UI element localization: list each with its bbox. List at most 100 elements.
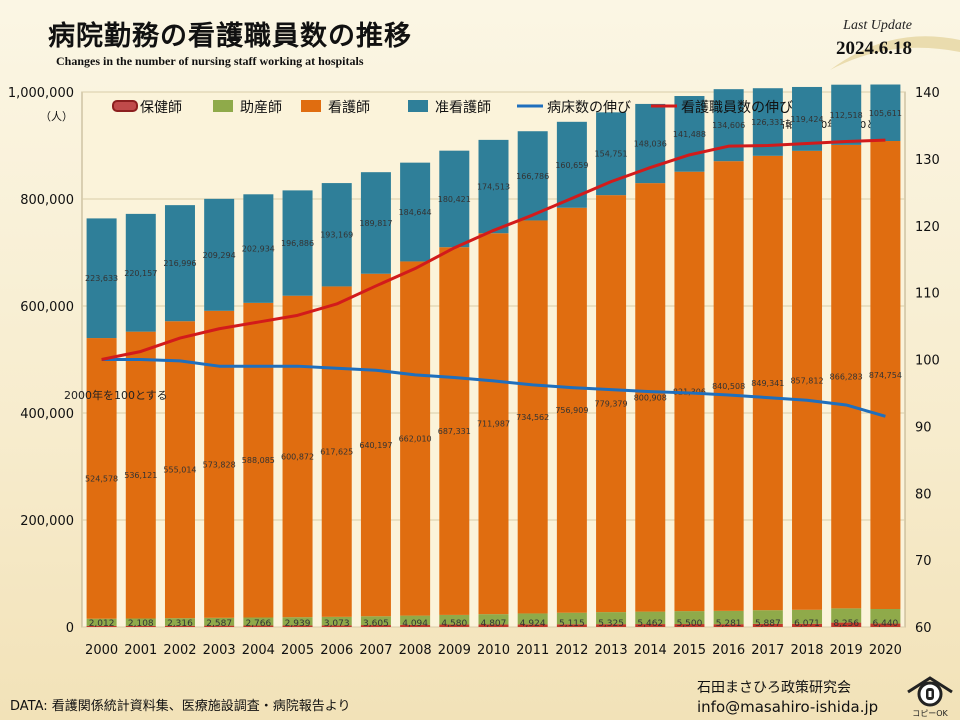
x-tick-label: 2000 [85,643,118,658]
label-hokenshi: 2,939 [285,619,311,629]
label-junkangoshi: 189,817 [359,219,392,228]
bar-准看護師 [282,190,313,296]
bar-看護師 [282,295,313,618]
right-tick-label: 80 [915,487,932,502]
label-kangoshi: 849,341 [751,379,784,388]
copy-ok-text: コピーOK [912,709,948,718]
x-tick-label: 2002 [163,643,196,658]
label-hokenshi: 4,807 [481,619,507,629]
bar-助産師 [125,618,156,626]
bar-助産師 [321,616,352,626]
bar-助産師 [674,611,705,625]
bar-准看護師 [243,194,274,303]
bar-保健師 [243,625,274,627]
label-kangoshi: 874,754 [869,371,902,380]
label-kangoshi: 800,908 [634,393,667,402]
x-tick-label: 2011 [516,643,549,658]
label-kangoshi: 617,625 [320,448,353,457]
contact-email[interactable]: info@masahiro-ishida.jp [697,698,879,716]
bar-保健師 [674,624,705,627]
bar-助産師 [400,615,431,625]
label-hokenshi: 2,108 [128,619,154,629]
label-hokenshi: 8,256 [833,619,859,629]
line-看護職員数の伸び [101,138,886,361]
bar-助産師 [243,617,274,626]
label-junkangoshi: 223,633 [85,274,118,283]
bar-准看護師 [204,198,235,311]
x-tick-label: 2010 [477,643,510,658]
label-junkangoshi: 105,611 [869,109,902,118]
bar-准看護師 [439,150,470,248]
label-hokenshi: 5,462 [637,619,663,629]
right-tick-label: 110 [915,287,940,302]
legend-label: 助産師 [240,100,282,116]
right-tick-label: 60 [915,621,932,636]
bar-看護師 [870,141,901,610]
x-tick-label: 2017 [751,643,784,658]
label-kangoshi: 857,812 [790,376,823,385]
bar-看護師 [243,302,274,618]
right-tick-label: 70 [915,554,932,569]
label-hokenshi: 2,766 [245,619,271,629]
bar-保健師 [439,624,470,627]
bar-助産師 [204,617,235,626]
page-title: 病院勤務の看護職員数の推移 [48,21,412,52]
label-kangoshi: 600,872 [281,452,314,461]
label-kangoshi: 573,828 [203,460,236,469]
bar-助産師 [556,612,587,625]
bar-看護師 [400,261,431,616]
right-tick-label: 120 [915,220,940,235]
bar-保健師 [400,624,431,627]
bar-保健師 [870,623,901,627]
label-kangoshi: 840,508 [712,382,745,391]
label-junkangoshi: 174,513 [477,183,510,192]
label-hokenshi: 5,325 [598,619,624,629]
bar-保健師 [556,624,587,627]
x-tick-label: 2003 [203,643,236,658]
bar-保健師 [321,625,352,627]
left-tick-label: 800,000 [20,193,74,208]
x-tick-label: 2015 [673,643,706,658]
line-病床数の伸び [101,358,886,418]
bar-助産師 [752,610,783,624]
right-tick-label: 130 [915,153,940,168]
bar-看護師 [321,286,352,617]
bar-看護師 [517,220,548,614]
legend-label: 准看護師 [435,100,491,116]
label-hokenshi: 6,440 [873,619,899,629]
x-tick-label: 2020 [869,643,902,658]
label-junkangoshi: 119,424 [790,115,823,124]
bar-看護師 [713,161,744,611]
label-kangoshi: 779,379 [595,400,628,409]
bar-准看護師 [831,84,862,145]
right-tick-label: 90 [915,420,932,435]
bar-助産師 [282,617,313,626]
bar-准看護師 [870,84,901,142]
label-kangoshi: 687,331 [438,427,471,436]
bar-保健師 [86,625,117,627]
bar-看護師 [478,233,509,615]
bar-助産師 [164,618,195,626]
bar-保健師 [752,623,783,627]
label-junkangoshi: 160,659 [555,161,588,170]
last-update-date: 2024.6.18 [836,38,912,59]
bar-助産師 [792,609,823,624]
last-update-label: Last Update [843,18,912,33]
bar-助産師 [596,612,627,625]
label-hokenshi: 4,580 [441,619,467,629]
bar-保健師 [831,622,862,627]
legend-swatch [213,100,233,112]
label-hokenshi: 5,887 [755,619,781,629]
legend-label: 看護職員数の伸び [681,100,793,116]
label-kangoshi: 640,197 [359,441,392,450]
bar-助産師 [517,613,548,625]
label-hokenshi: 3,605 [363,619,389,629]
bar-保健師 [360,625,391,627]
x-tick-label: 2012 [555,643,588,658]
bar-助産師 [478,614,509,625]
label-junkangoshi: 141,488 [673,130,706,139]
label-junkangoshi: 220,157 [124,269,157,278]
left-tick-label: 0 [66,621,74,636]
bar-看護師 [204,310,235,618]
